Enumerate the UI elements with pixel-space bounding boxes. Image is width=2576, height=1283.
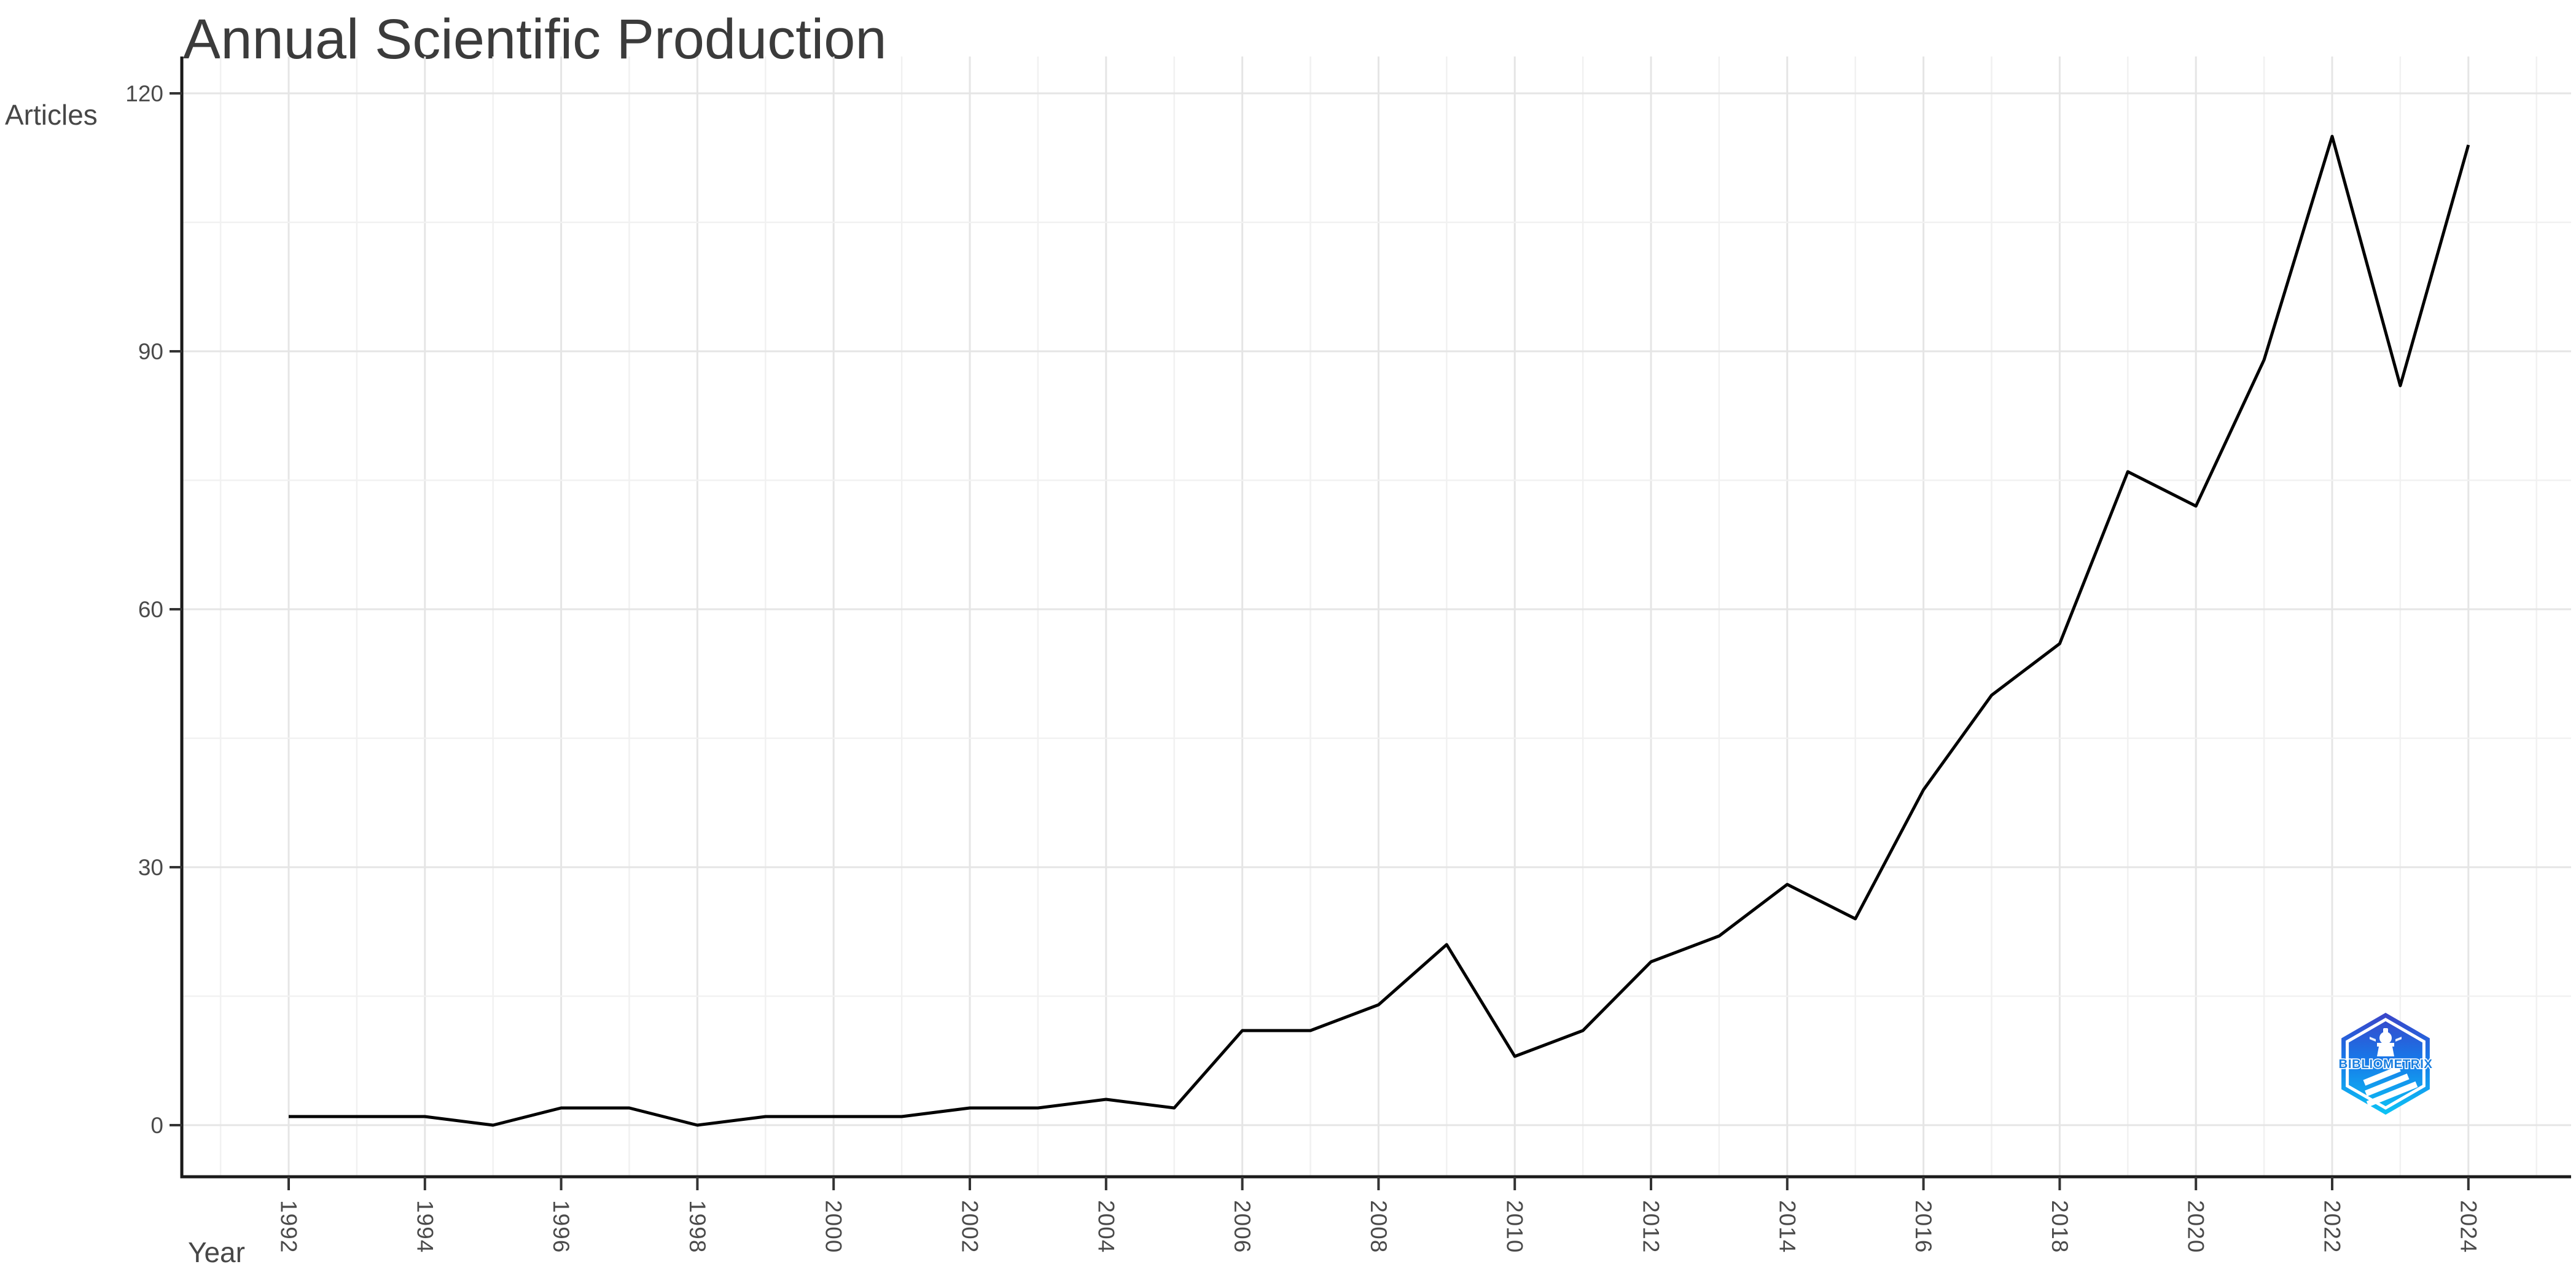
logo-wordmark: BIBLIOMETRIX: [2339, 1057, 2433, 1071]
x-tick-label: 2000: [821, 1200, 846, 1253]
y-tick-label: 120: [125, 81, 163, 106]
x-tick-label: 2014: [1774, 1200, 1800, 1253]
x-axis-title: Year: [188, 1236, 245, 1268]
x-tick-label: 2018: [2047, 1200, 2072, 1253]
x-tick-label: 1994: [412, 1200, 437, 1253]
x-tick-label: 1998: [685, 1200, 710, 1253]
y-tick-label: 30: [138, 855, 163, 880]
x-tick-label: 2006: [1230, 1200, 1255, 1253]
x-tick-label: 2008: [1366, 1200, 1391, 1253]
x-tick-label: 1996: [548, 1200, 574, 1253]
x-tick-label: 2002: [958, 1200, 983, 1253]
x-tick-label: 2024: [2456, 1200, 2481, 1253]
x-tick-label: 2012: [1639, 1200, 1664, 1253]
series-line-articles: [289, 135, 2470, 1127]
chart-title: Annual Scientific Production: [183, 8, 887, 71]
x-tick-label: 2010: [1502, 1200, 1528, 1253]
bibliometrix-logo: BIBLIOMETRIX: [2330, 1008, 2441, 1119]
logo-lighthouse-icon: [2363, 1028, 2418, 1107]
y-tick-label: 0: [150, 1113, 163, 1138]
x-tick-label: 2022: [2320, 1200, 2345, 1253]
y-tick-label: 60: [138, 597, 163, 622]
y-tick-label: 90: [138, 339, 163, 364]
x-tick-label: 2016: [1911, 1200, 1936, 1253]
x-tick-label: 2004: [1093, 1200, 1118, 1253]
x-tick-label: 2020: [2184, 1200, 2209, 1253]
y-axis-title: Articles: [5, 99, 98, 131]
x-tick-label: 1992: [276, 1200, 302, 1253]
